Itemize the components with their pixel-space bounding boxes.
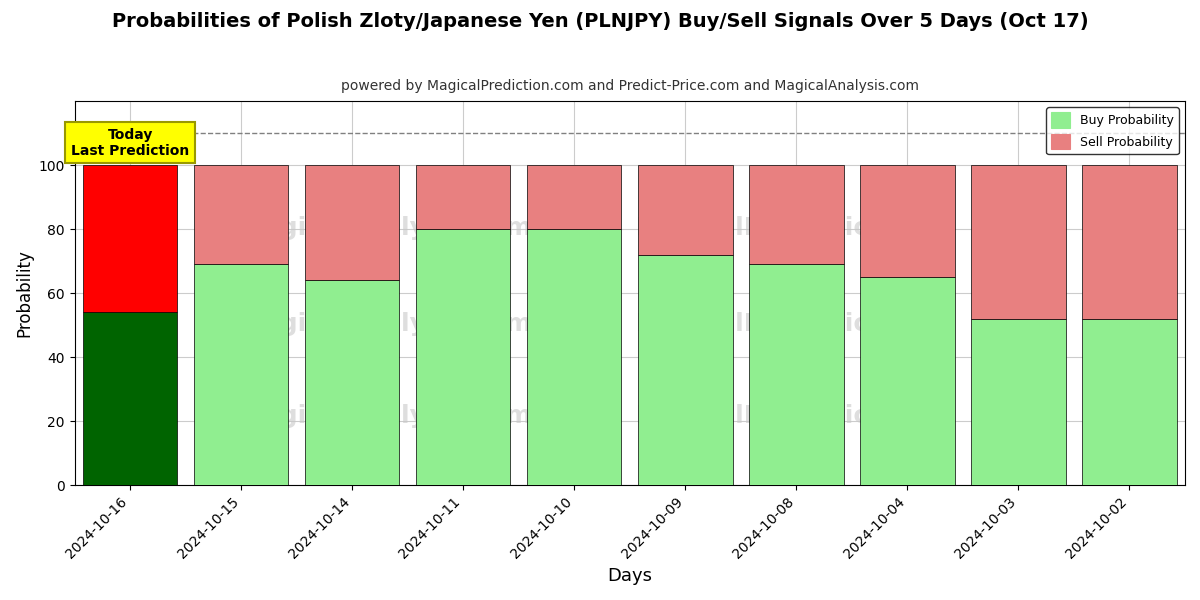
Legend: Buy Probability, Sell Probability: Buy Probability, Sell Probability [1046,107,1178,154]
Text: MagicalPrediction.com: MagicalPrediction.com [636,312,958,336]
Bar [194,265,288,485]
Bar [1082,165,1177,319]
Bar [527,165,622,229]
Bar [749,165,844,265]
Bar [638,165,732,255]
Bar [971,319,1066,485]
Bar [638,255,732,485]
Bar [527,229,622,485]
Bar [305,280,400,485]
Bar [860,277,955,485]
Bar [860,165,955,277]
X-axis label: Days: Days [607,567,653,585]
Bar [971,165,1066,319]
Text: MagicalPrediction.com: MagicalPrediction.com [636,216,958,240]
Title: powered by MagicalPrediction.com and Predict-Price.com and MagicalAnalysis.com: powered by MagicalPrediction.com and Pre… [341,79,919,93]
Bar [416,165,510,229]
Bar [1082,319,1177,485]
Text: MagicalPrediction.com: MagicalPrediction.com [636,404,958,428]
Bar [83,165,178,313]
Bar [305,165,400,280]
Bar [749,265,844,485]
Bar [83,313,178,485]
Text: MagicalAnalysis.com: MagicalAnalysis.com [239,216,533,240]
Bar [416,229,510,485]
Text: MagicalAnalysis.com: MagicalAnalysis.com [239,312,533,336]
Text: MagicalAnalysis.com: MagicalAnalysis.com [239,404,533,428]
Y-axis label: Probability: Probability [16,249,34,337]
Text: Probabilities of Polish Zloty/Japanese Yen (PLNJPY) Buy/Sell Signals Over 5 Days: Probabilities of Polish Zloty/Japanese Y… [112,12,1088,31]
Bar [194,165,288,265]
Text: Today
Last Prediction: Today Last Prediction [71,128,190,158]
